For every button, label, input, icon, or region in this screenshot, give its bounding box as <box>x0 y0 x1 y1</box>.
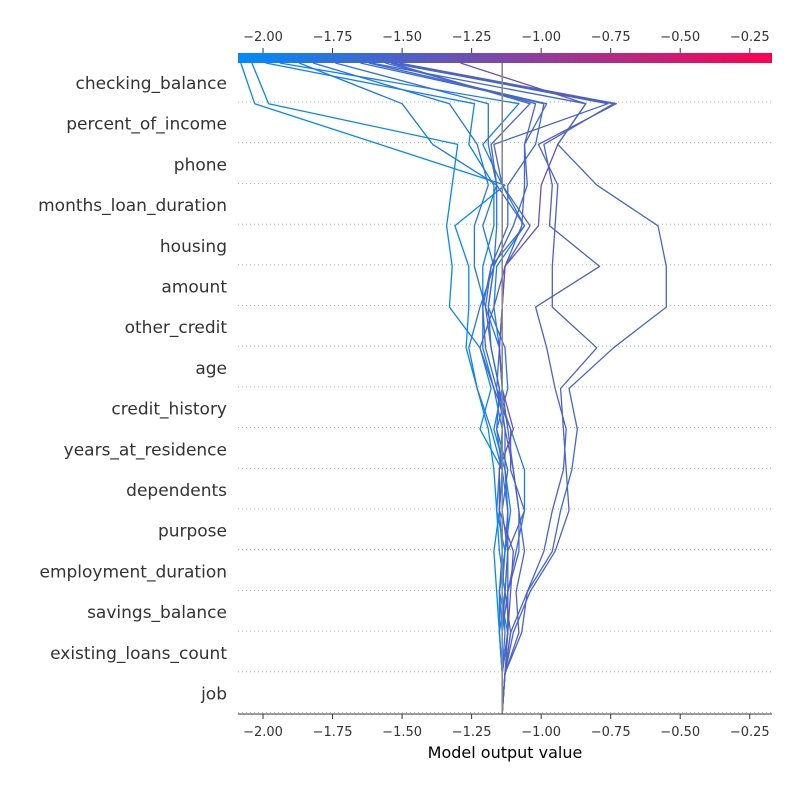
top-tick-label: −2.00 <box>243 30 283 45</box>
feature-label-other-credit: other_credit <box>125 318 228 338</box>
top-tick-label: −1.75 <box>313 30 353 45</box>
series-line-7 <box>335 62 509 714</box>
top-tick-label: −0.75 <box>591 30 631 45</box>
series-line-10 <box>385 62 537 714</box>
series-line-15 <box>399 62 617 715</box>
x-axis-title: Model output value <box>428 743 583 762</box>
bottom-tick-label: −1.50 <box>382 725 422 740</box>
series-line-9 <box>368 62 548 714</box>
series-line-3 <box>265 62 506 714</box>
top-tick-label: −1.50 <box>382 30 422 45</box>
feature-label-housing: housing <box>160 237 227 257</box>
bottom-tick-label: −2.00 <box>243 725 283 740</box>
feature-label-percent-of-income: percent_of_income <box>66 115 227 135</box>
series-line-1 <box>240 62 506 714</box>
series-line-11 <box>390 62 531 715</box>
row-gridlines <box>238 101 772 713</box>
bottom-tick-label: −1.75 <box>313 725 353 740</box>
series-line-5 <box>298 62 509 714</box>
bottom-tick-label: −0.25 <box>730 725 770 740</box>
feature-label-existing-loans-count: existing_loans_count <box>50 644 227 664</box>
feature-label-phone: phone <box>174 155 227 175</box>
colorbar <box>238 53 772 63</box>
series-line-14 <box>393 62 615 715</box>
top-axis: −2.00 −1.75 −1.50 −1.25 −1.00 −0.75 −0.50 −0.25 <box>243 30 770 53</box>
feature-label-job: job <box>200 685 227 705</box>
feature-label-savings-balance: savings_balance <box>87 603 227 623</box>
bottom-tick-label: −0.50 <box>660 725 700 740</box>
feature-label-credit-history: credit_history <box>111 400 227 420</box>
bottom-axis: −2.00 −1.75 −1.50 −1.25 −1.00 −0.75 −0.50 −0.25 <box>238 713 772 740</box>
series-lines <box>240 62 667 715</box>
bottom-tick-label: −1.00 <box>521 725 561 740</box>
feature-label-age: age <box>195 359 227 379</box>
feature-label-dependents: dependents <box>126 481 227 501</box>
feature-label-employment-duration: employment_duration <box>40 562 228 582</box>
series-line-8 <box>360 62 545 714</box>
feature-label-years-at-residence: years_at_residence <box>64 440 227 460</box>
top-tick-label: −0.25 <box>730 30 770 45</box>
feature-label-checking-balance: checking_balance <box>76 74 228 94</box>
top-tick-label: −1.25 <box>452 30 492 45</box>
feature-label-months-loan-duration: months_loan_duration <box>38 196 227 216</box>
feature-label-amount: amount <box>161 278 227 298</box>
series-line-16 <box>371 62 667 715</box>
series-line-12 <box>390 62 609 715</box>
top-tick-label: −1.00 <box>521 30 561 45</box>
bottom-tick-label: −1.25 <box>452 725 492 740</box>
bottom-tick-label: −0.75 <box>591 725 631 740</box>
series-line-2 <box>251 62 503 714</box>
series-line-4 <box>279 62 526 714</box>
top-tick-label: −0.50 <box>660 30 700 45</box>
feature-label-purpose: purpose <box>158 522 227 542</box>
